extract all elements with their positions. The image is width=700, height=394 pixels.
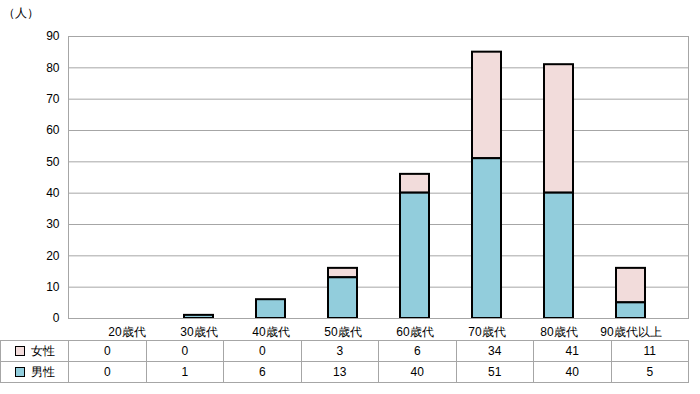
svg-text:50歳代: 50歳代	[324, 325, 361, 339]
svg-text:90: 90	[46, 29, 60, 43]
svg-text:70: 70	[46, 92, 60, 106]
html-text:0: 0	[258, 344, 266, 358]
html-text:40: 40	[410, 365, 424, 379]
html-text:6: 6	[413, 344, 421, 358]
html-text:0: 0	[103, 365, 111, 379]
svg-text:80歳代: 80歳代	[540, 325, 577, 339]
svg-text:20: 20	[46, 249, 60, 263]
html-text:0: 0	[181, 344, 189, 358]
svg-text:80: 80	[46, 61, 60, 75]
svg-text:90歳代以上: 90歳代以上	[600, 325, 661, 339]
svg-text:50: 50	[46, 155, 60, 169]
html-text:11: 11	[643, 344, 656, 358]
svg-text:40歳代: 40歳代	[252, 325, 289, 339]
html-text:6: 6	[258, 365, 266, 379]
html-text:40: 40	[565, 365, 579, 379]
svg-text:60: 60	[46, 123, 60, 137]
svg-text:20歳代: 20歳代	[108, 325, 145, 339]
html-text:3: 3	[336, 344, 344, 358]
html-text:5: 5	[646, 365, 654, 379]
svg-text:60歳代: 60歳代	[396, 325, 433, 339]
html-text:男性: 男性	[30, 364, 55, 379]
html-text:女性: 女性	[30, 343, 55, 358]
svg-text:0: 0	[53, 311, 60, 325]
html-text:51: 51	[488, 365, 502, 379]
svg-text:40: 40	[46, 186, 60, 200]
svg-text:10: 10	[46, 280, 60, 294]
html-text:0: 0	[103, 344, 111, 358]
html-text:1: 1	[181, 365, 189, 379]
html-text:41: 41	[565, 344, 579, 358]
svg-text:（人）: （人）	[3, 6, 39, 20]
svg-text:30歳代: 30歳代	[180, 325, 217, 339]
svg-text:30: 30	[46, 217, 60, 231]
svg-text:70歳代: 70歳代	[468, 325, 505, 339]
html-text:13: 13	[333, 365, 347, 379]
html-text:34: 34	[488, 344, 502, 358]
